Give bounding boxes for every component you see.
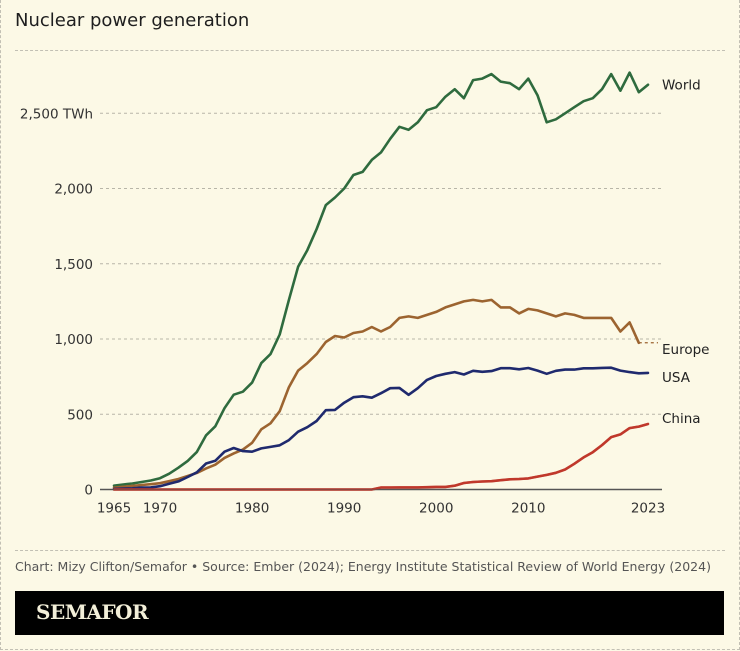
- series-line-usa: [112, 366, 650, 491]
- x-tick-label: 1980: [235, 501, 269, 517]
- series-lines: [100, 71, 662, 491]
- series-label-world: World: [662, 78, 701, 94]
- series-line-europe: [112, 298, 641, 489]
- y-tick-label: 0: [84, 483, 93, 499]
- y-tick-label: 500: [67, 407, 93, 423]
- x-tick-label: 1970: [143, 501, 177, 517]
- series-label-china: China: [662, 411, 701, 427]
- semafor-logo: SEMAFOR: [36, 600, 149, 624]
- y-tick-label: 2,000: [54, 182, 93, 198]
- y-axis-ticks: 0 500 1,000 1,500 2,000 2,500 TWh: [20, 106, 93, 498]
- series-labels: World Europe USA China: [662, 78, 709, 427]
- source-note: Chart: Mizy Clifton/Semafor • Source: Em…: [15, 559, 711, 574]
- series-line-world: [112, 71, 650, 487]
- brand-footer: SEMAFOR: [15, 591, 724, 635]
- y-tick-label: 2,500 TWh: [20, 106, 93, 122]
- source-divider: [15, 550, 725, 551]
- x-tick-label: 2023: [631, 501, 665, 517]
- y-tick-label: 1,500: [54, 257, 93, 273]
- series-label-europe: Europe: [662, 342, 709, 358]
- x-tick-label: 1990: [327, 501, 361, 517]
- x-tick-label: 2000: [419, 501, 453, 517]
- line-chart: 0 500 1,000 1,500 2,000 2,500 TWh 1965 1970 198…: [20, 71, 709, 517]
- y-tick-label: 1,000: [54, 332, 93, 348]
- series-line-china: [112, 422, 650, 491]
- x-tick-label: 1965: [97, 501, 131, 517]
- series-label-usa: USA: [662, 370, 691, 386]
- x-tick-label: 2010: [511, 501, 545, 517]
- chart-title: Nuclear power generation: [15, 10, 250, 31]
- title-divider: [15, 50, 725, 51]
- series-line-china-overlay: [114, 422, 649, 491]
- x-axis-ticks: 1965 1970 1980 1990 2000 2010 2023: [97, 501, 665, 517]
- gridlines: [100, 112, 662, 415]
